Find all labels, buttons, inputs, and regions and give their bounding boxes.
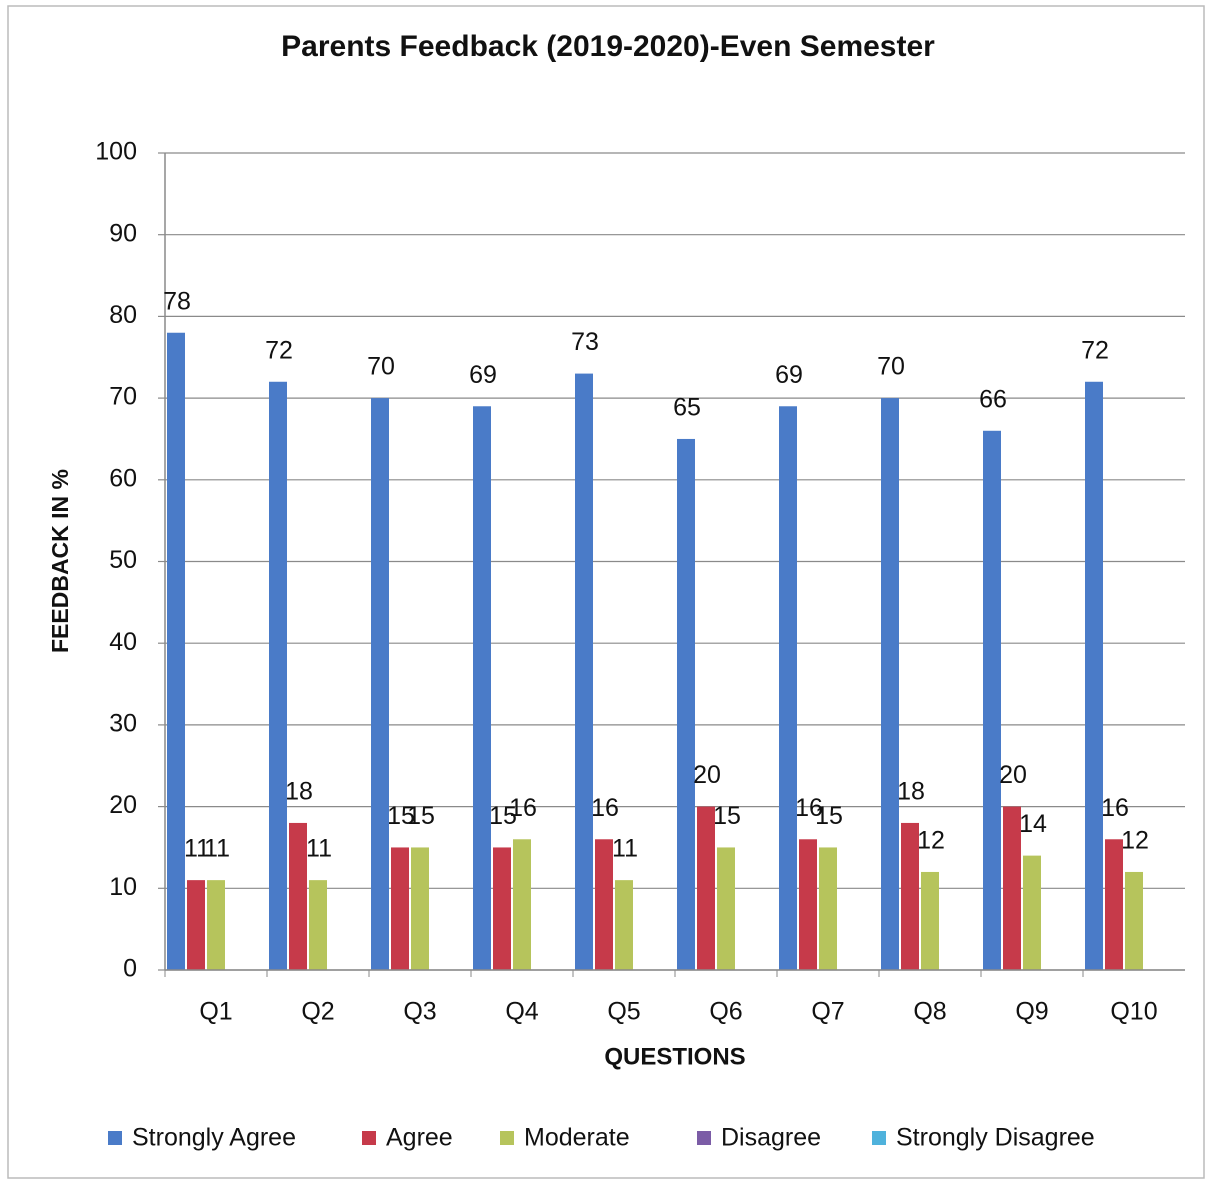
- y-tick-label: 50: [109, 546, 137, 574]
- y-tick-label: 70: [109, 383, 137, 411]
- bar: [983, 430, 1001, 970]
- bar: [371, 398, 389, 971]
- x-tick-label: Q5: [607, 998, 640, 1026]
- x-tick-label: Q1: [199, 998, 232, 1026]
- data-label: 14: [1019, 810, 1047, 838]
- x-tick-label: Q10: [1110, 998, 1157, 1026]
- bar: [309, 880, 327, 970]
- data-label: 16: [1101, 794, 1129, 822]
- bar: [411, 847, 429, 970]
- data-label: 70: [367, 353, 395, 381]
- bar: [575, 373, 593, 971]
- data-label: 15: [387, 802, 415, 830]
- bar: [187, 880, 205, 970]
- bar: [595, 839, 613, 970]
- data-label: 69: [775, 361, 803, 389]
- bar: [1085, 381, 1103, 970]
- data-label: 18: [285, 778, 313, 806]
- data-label: 20: [999, 761, 1027, 789]
- y-tick-label: 30: [109, 710, 137, 738]
- data-label: 11: [612, 835, 638, 863]
- legend-swatch: [697, 1131, 711, 1145]
- x-tick-label: Q2: [301, 998, 334, 1026]
- y-tick-label: 60: [109, 464, 137, 492]
- bar: [1003, 806, 1021, 970]
- bar: [167, 332, 185, 970]
- data-label: 70: [877, 353, 905, 381]
- data-label: 16: [591, 794, 619, 822]
- legend-label: Strongly Disagree: [896, 1124, 1095, 1152]
- data-label: 15: [713, 802, 741, 830]
- legend-swatch: [362, 1131, 376, 1145]
- bar: [1105, 839, 1123, 970]
- data-label: 78: [163, 287, 191, 315]
- data-label: 72: [1081, 336, 1109, 364]
- y-tick-label: 90: [109, 219, 137, 247]
- y-axis-title: FEEDBACK IN %: [47, 469, 73, 653]
- x-tick-label: Q8: [913, 998, 946, 1026]
- legend-label: Moderate: [524, 1124, 630, 1152]
- chart-title: Parents Feedback (2019-2020)-Even Semest…: [281, 30, 935, 63]
- data-label: 11: [306, 835, 332, 863]
- bar: [881, 398, 899, 971]
- legend-swatch: [108, 1131, 122, 1145]
- data-label: 12: [1121, 827, 1149, 855]
- bar: [289, 822, 307, 970]
- data-label: 15: [489, 802, 517, 830]
- y-tick-label: 100: [95, 138, 137, 166]
- data-label: 66: [979, 385, 1007, 413]
- data-label: 16: [795, 794, 823, 822]
- legend-swatch: [872, 1131, 886, 1145]
- data-label: 65: [673, 394, 701, 422]
- y-tick-label: 80: [109, 301, 137, 329]
- y-tick-label: 0: [123, 955, 137, 983]
- y-tick-label: 10: [109, 873, 137, 901]
- bar: [901, 822, 919, 970]
- bar: [677, 438, 695, 970]
- data-label: 20: [693, 761, 721, 789]
- legend-label: Disagree: [721, 1124, 821, 1152]
- bar: [269, 381, 287, 970]
- data-label: 12: [917, 827, 945, 855]
- x-axis-title: QUESTIONS: [604, 1043, 745, 1070]
- x-tick-label: Q6: [709, 998, 742, 1026]
- bar: [799, 839, 817, 970]
- bar: [615, 880, 633, 970]
- bar: [697, 806, 715, 970]
- x-tick-label: Q4: [505, 998, 538, 1026]
- bar: [513, 839, 531, 970]
- data-label: 15: [815, 802, 843, 830]
- y-tick-label: 40: [109, 628, 137, 656]
- data-label: 11: [184, 835, 210, 863]
- bar: [921, 871, 939, 970]
- legend-swatch: [500, 1131, 514, 1145]
- bar: [1125, 871, 1143, 970]
- bar: [493, 847, 511, 970]
- chart-border: [7, 5, 1205, 1179]
- data-label: 72: [265, 336, 293, 364]
- data-label: 73: [571, 328, 599, 356]
- bar: [1023, 855, 1041, 970]
- x-tick-label: Q7: [811, 998, 844, 1026]
- data-label: 69: [469, 361, 497, 389]
- data-label: 16: [509, 794, 537, 822]
- data-label: 11: [204, 835, 230, 863]
- x-tick-label: Q3: [403, 998, 436, 1026]
- bar: [779, 406, 797, 970]
- data-label: 15: [407, 802, 435, 830]
- y-tick-label: 20: [109, 791, 137, 819]
- data-label: 18: [897, 778, 925, 806]
- bar: [391, 847, 409, 970]
- legend-label: Agree: [386, 1124, 453, 1152]
- legend-label: Strongly Agree: [132, 1124, 296, 1152]
- bar: [717, 847, 735, 970]
- bar: [473, 406, 491, 970]
- bar: [819, 847, 837, 970]
- x-tick-label: Q9: [1015, 998, 1048, 1026]
- bar: [207, 880, 225, 970]
